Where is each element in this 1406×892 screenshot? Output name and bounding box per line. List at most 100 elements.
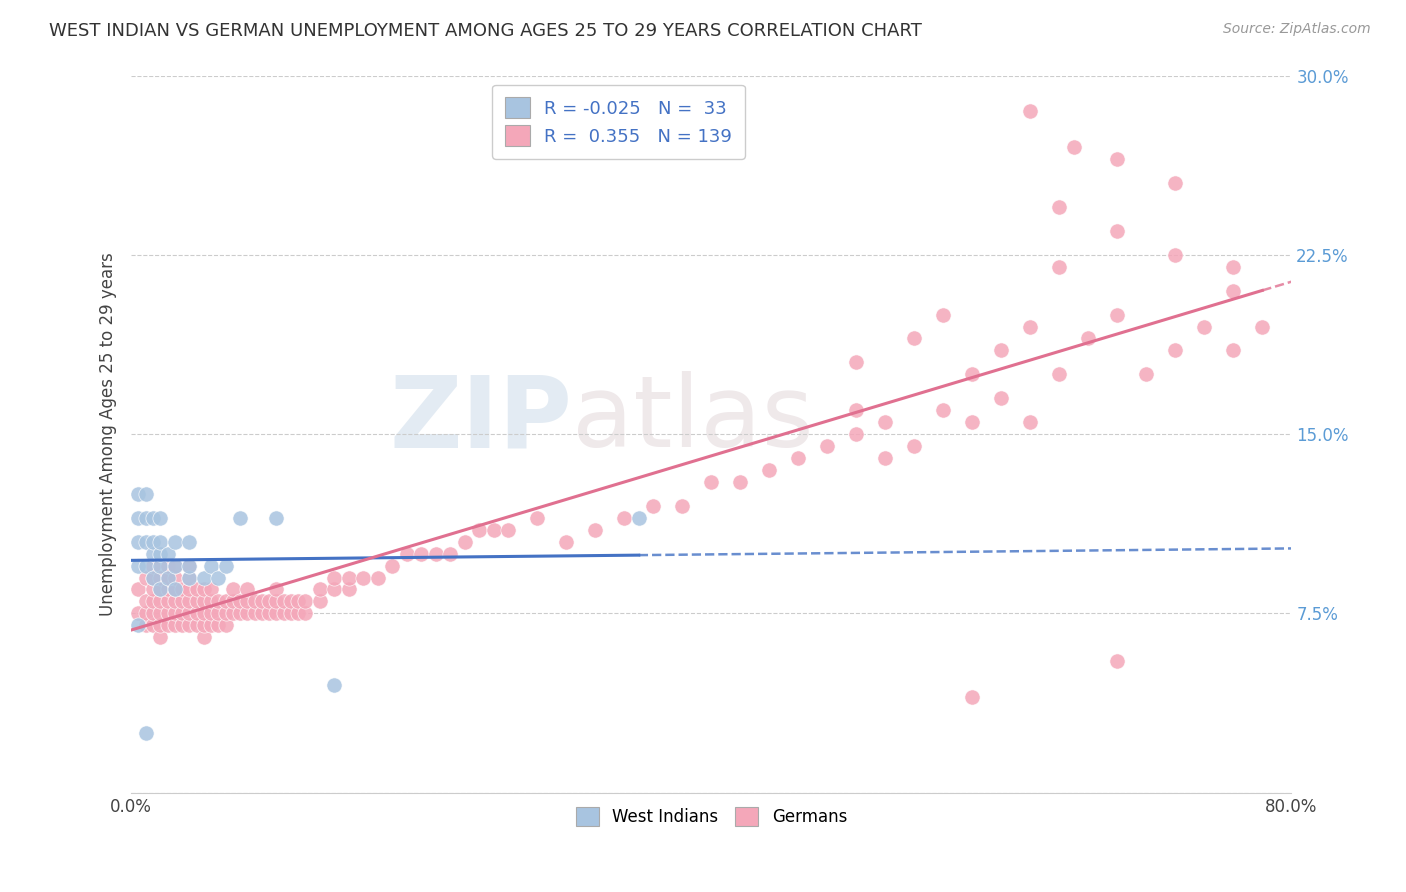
Point bbox=[156, 607, 179, 621]
Point bbox=[787, 450, 810, 465]
Point bbox=[214, 607, 236, 621]
Point bbox=[179, 570, 201, 584]
Point bbox=[149, 534, 172, 549]
Point bbox=[236, 607, 259, 621]
Point bbox=[381, 558, 404, 573]
Point bbox=[1107, 152, 1129, 166]
Point bbox=[142, 582, 165, 597]
Point bbox=[236, 582, 259, 597]
Point bbox=[1077, 331, 1099, 345]
Point bbox=[627, 510, 650, 524]
Point bbox=[229, 594, 252, 608]
Point bbox=[193, 570, 215, 584]
Point bbox=[264, 594, 287, 608]
Point bbox=[294, 594, 316, 608]
Point bbox=[193, 582, 215, 597]
Point bbox=[163, 594, 186, 608]
Point bbox=[149, 547, 172, 561]
Point bbox=[193, 594, 215, 608]
Point bbox=[287, 594, 309, 608]
Point bbox=[222, 607, 245, 621]
Point bbox=[149, 558, 172, 573]
Point bbox=[236, 594, 259, 608]
Point bbox=[337, 570, 360, 584]
Point bbox=[468, 523, 491, 537]
Point bbox=[135, 607, 157, 621]
Text: Source: ZipAtlas.com: Source: ZipAtlas.com bbox=[1223, 22, 1371, 37]
Point bbox=[135, 570, 157, 584]
Point bbox=[280, 594, 302, 608]
Point bbox=[1019, 104, 1042, 119]
Point bbox=[186, 618, 208, 632]
Point bbox=[758, 463, 780, 477]
Point bbox=[193, 630, 215, 644]
Point bbox=[156, 618, 179, 632]
Point bbox=[932, 308, 955, 322]
Point bbox=[135, 618, 157, 632]
Point bbox=[700, 475, 723, 489]
Point bbox=[163, 618, 186, 632]
Point bbox=[200, 558, 222, 573]
Point bbox=[200, 607, 222, 621]
Point bbox=[163, 558, 186, 573]
Point bbox=[1047, 200, 1070, 214]
Point bbox=[1107, 654, 1129, 668]
Point bbox=[142, 594, 165, 608]
Point bbox=[170, 618, 193, 632]
Point bbox=[142, 534, 165, 549]
Point bbox=[156, 558, 179, 573]
Point bbox=[179, 607, 201, 621]
Point bbox=[264, 582, 287, 597]
Point bbox=[149, 570, 172, 584]
Point bbox=[214, 594, 236, 608]
Point bbox=[128, 534, 150, 549]
Point bbox=[149, 510, 172, 524]
Text: WEST INDIAN VS GERMAN UNEMPLOYMENT AMONG AGES 25 TO 29 YEARS CORRELATION CHART: WEST INDIAN VS GERMAN UNEMPLOYMENT AMONG… bbox=[49, 22, 922, 40]
Point bbox=[200, 618, 222, 632]
Point bbox=[1251, 319, 1274, 334]
Point bbox=[1107, 308, 1129, 322]
Point bbox=[264, 607, 287, 621]
Point bbox=[142, 570, 165, 584]
Point bbox=[454, 534, 477, 549]
Point bbox=[482, 523, 505, 537]
Point bbox=[156, 570, 179, 584]
Point bbox=[142, 607, 165, 621]
Point bbox=[583, 523, 606, 537]
Point bbox=[411, 547, 433, 561]
Point bbox=[214, 558, 236, 573]
Point bbox=[264, 510, 287, 524]
Point bbox=[1194, 319, 1216, 334]
Point bbox=[179, 618, 201, 632]
Point bbox=[149, 594, 172, 608]
Point bbox=[128, 558, 150, 573]
Text: ZIP: ZIP bbox=[389, 371, 572, 468]
Point bbox=[179, 558, 201, 573]
Legend: West Indians, Germans: West Indians, Germans bbox=[567, 798, 855, 835]
Point bbox=[875, 450, 897, 465]
Point bbox=[1063, 140, 1085, 154]
Point bbox=[163, 607, 186, 621]
Point bbox=[425, 547, 447, 561]
Point bbox=[200, 594, 222, 608]
Point bbox=[163, 558, 186, 573]
Point bbox=[128, 510, 150, 524]
Text: atlas: atlas bbox=[572, 371, 814, 468]
Point bbox=[990, 391, 1012, 405]
Point bbox=[1164, 176, 1187, 190]
Point bbox=[395, 547, 418, 561]
Point bbox=[273, 607, 295, 621]
Point bbox=[671, 499, 693, 513]
Point bbox=[730, 475, 752, 489]
Point bbox=[193, 618, 215, 632]
Point bbox=[1222, 343, 1244, 358]
Point bbox=[1164, 248, 1187, 262]
Point bbox=[142, 570, 165, 584]
Point bbox=[257, 607, 280, 621]
Point bbox=[287, 607, 309, 621]
Point bbox=[932, 403, 955, 417]
Point bbox=[179, 558, 201, 573]
Point bbox=[555, 534, 578, 549]
Point bbox=[156, 594, 179, 608]
Point bbox=[613, 510, 636, 524]
